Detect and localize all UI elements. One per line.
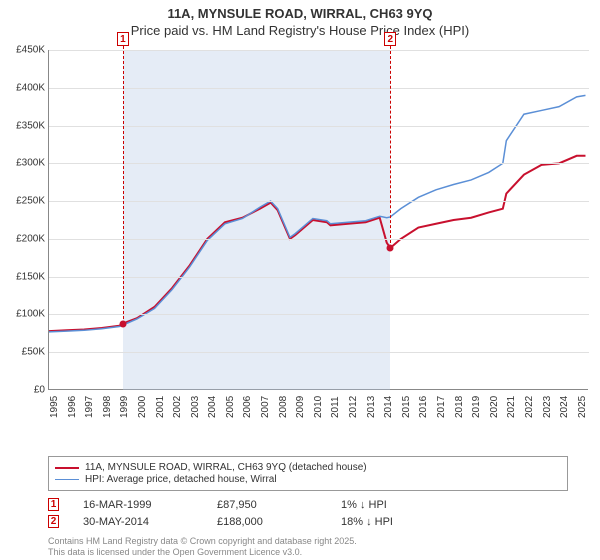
x-axis-label: 2024	[559, 396, 570, 418]
legend-swatch	[55, 479, 79, 480]
sale-marker-line	[390, 46, 391, 248]
x-axis-label: 2001	[155, 396, 166, 418]
series-price_paid	[49, 156, 585, 331]
x-axis-label: 2017	[436, 396, 447, 418]
x-axis-label: 2007	[260, 396, 271, 418]
x-axis-label: 2002	[172, 396, 183, 418]
footer-attribution: Contains HM Land Registry data © Crown c…	[48, 536, 357, 558]
x-axis-label: 2023	[542, 396, 553, 418]
gridline-h	[49, 126, 589, 127]
chart-container: 11A, MYNSULE ROAD, WIRRAL, CH63 9YQ Pric…	[0, 0, 600, 560]
x-axis-label: 2019	[471, 396, 482, 418]
x-axis-label: 1997	[84, 396, 95, 418]
legend-row: HPI: Average price, detached house, Wirr…	[55, 474, 561, 485]
sale-date: 30-MAY-2014	[83, 516, 193, 528]
legend-label: HPI: Average price, detached house, Wirr…	[85, 474, 277, 485]
y-axis-label: £50K	[5, 347, 45, 358]
x-axis-label: 2005	[225, 396, 236, 418]
sale-price: £87,950	[217, 499, 317, 511]
gridline-h	[49, 314, 589, 315]
title-main: 11A, MYNSULE ROAD, WIRRAL, CH63 9YQ	[0, 6, 600, 21]
x-axis-label: 2015	[401, 396, 412, 418]
x-axis-label: 1995	[49, 396, 60, 418]
legend-box: 11A, MYNSULE ROAD, WIRRAL, CH63 9YQ (det…	[48, 456, 568, 491]
legend-row: 11A, MYNSULE ROAD, WIRRAL, CH63 9YQ (det…	[55, 462, 561, 473]
gridline-h	[49, 352, 589, 353]
y-axis-label: £250K	[5, 196, 45, 207]
x-axis-label: 2018	[454, 396, 465, 418]
plot-region: £0£50K£100K£150K£200K£250K£300K£350K£400…	[48, 50, 588, 390]
sale-marker-dot	[387, 244, 394, 251]
x-axis-label: 2022	[524, 396, 535, 418]
x-axis-label: 2012	[348, 396, 359, 418]
x-axis-label: 2021	[506, 396, 517, 418]
sale-table-row: 2 30-MAY-2014 £188,000 18% ↓ HPI	[48, 515, 441, 528]
x-axis-label: 2004	[207, 396, 218, 418]
gridline-h	[49, 201, 589, 202]
x-axis-label: 1996	[67, 396, 78, 418]
x-axis-label: 1999	[119, 396, 130, 418]
y-axis-label: £300K	[5, 158, 45, 169]
y-axis-label: £350K	[5, 120, 45, 131]
sale-diff: 1% ↓ HPI	[341, 499, 441, 511]
gridline-h	[49, 50, 589, 51]
y-axis-label: £100K	[5, 309, 45, 320]
title-sub: Price paid vs. HM Land Registry's House …	[0, 23, 600, 38]
sale-num-box: 2	[48, 515, 59, 528]
x-axis-label: 2025	[577, 396, 588, 418]
series-hpi	[49, 95, 585, 331]
footer-line2: This data is licensed under the Open Gov…	[48, 547, 357, 558]
x-axis-label: 2010	[313, 396, 324, 418]
gridline-h	[49, 163, 589, 164]
sale-marker-line	[123, 46, 124, 324]
x-axis-label: 2011	[330, 396, 341, 418]
y-axis-label: £150K	[5, 271, 45, 282]
title-block: 11A, MYNSULE ROAD, WIRRAL, CH63 9YQ Pric…	[0, 0, 600, 38]
chart-area: £0£50K£100K£150K£200K£250K£300K£350K£400…	[48, 50, 588, 420]
sale-marker-dot	[119, 320, 126, 327]
x-axis-label: 2008	[278, 396, 289, 418]
sales-table: 1 16-MAR-1999 £87,950 1% ↓ HPI 2 30-MAY-2014 £…	[48, 498, 441, 532]
y-axis-label: £200K	[5, 233, 45, 244]
gridline-h	[49, 239, 589, 240]
x-axis-label: 2009	[295, 396, 306, 418]
y-axis-label: £0	[5, 385, 45, 396]
footer-line1: Contains HM Land Registry data © Crown c…	[48, 536, 357, 547]
sale-date: 16-MAR-1999	[83, 499, 193, 511]
x-axis-label: 2013	[366, 396, 377, 418]
x-axis-label: 2014	[383, 396, 394, 418]
x-axis-label: 2003	[190, 396, 201, 418]
sale-table-row: 1 16-MAR-1999 £87,950 1% ↓ HPI	[48, 498, 441, 511]
legend-label: 11A, MYNSULE ROAD, WIRRAL, CH63 9YQ (det…	[85, 462, 367, 473]
x-axis-label: 2006	[242, 396, 253, 418]
sale-marker-box: 1	[117, 32, 129, 46]
x-axis-label: 1998	[102, 396, 113, 418]
sale-diff: 18% ↓ HPI	[341, 516, 441, 528]
sale-num-box: 1	[48, 498, 59, 511]
y-axis-label: £450K	[5, 45, 45, 56]
gridline-h	[49, 277, 589, 278]
sale-marker-box: 2	[384, 32, 396, 46]
x-axis-label: 2020	[489, 396, 500, 418]
x-axis-label: 2000	[137, 396, 148, 418]
sale-price: £188,000	[217, 516, 317, 528]
x-axis-label: 2016	[418, 396, 429, 418]
gridline-h	[49, 88, 589, 89]
legend-swatch	[55, 467, 79, 469]
line-series-svg	[49, 50, 589, 390]
y-axis-label: £400K	[5, 82, 45, 93]
